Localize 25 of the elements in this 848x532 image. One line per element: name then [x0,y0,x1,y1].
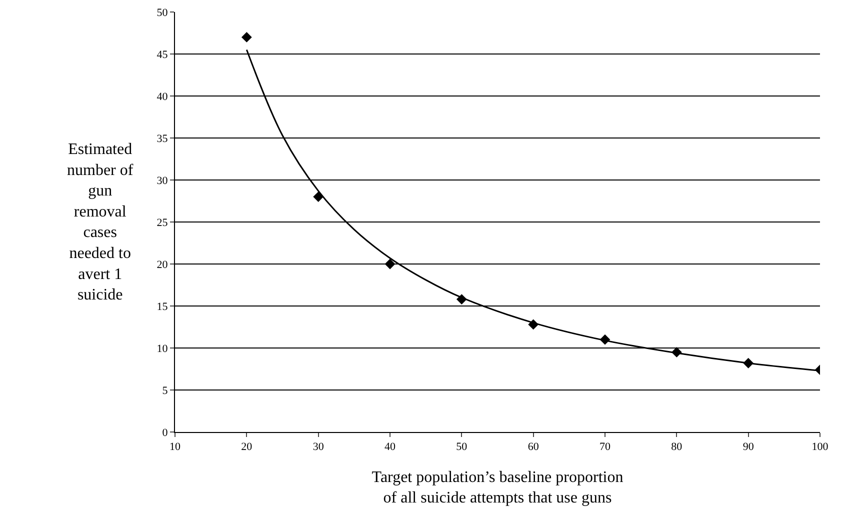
y-tick-label: 15 [156,300,168,313]
x-tick-label: 70 [600,441,611,454]
x-axis-title: Target population’s baseline proportion of all suicide attempts that use guns [372,468,624,507]
y-tick-label: 30 [156,174,168,187]
y-tick-label: 45 [156,48,168,61]
point [384,258,396,270]
y-tick-label: 20 [156,258,168,271]
y-tick-label: 40 [156,90,168,103]
x-tick-label: 100 [812,441,829,454]
x-tick-label: 60 [528,441,540,454]
x-tick-label: 40 [384,441,396,454]
point [241,32,252,42]
y-tick-label: 35 [156,132,168,145]
y-tick-label: 10 [156,342,168,355]
y-tick-label: 50 [156,6,168,19]
x-tick-label: 30 [312,441,324,454]
x-tick-label: 20 [241,441,253,454]
point [313,192,324,202]
y-tick-label: 25 [156,216,168,229]
x-tick-label: 90 [742,441,754,454]
x-tick-label: 80 [671,441,683,454]
y-tick-label: 5 [162,384,168,397]
x-tick-label: 50 [456,441,468,454]
y-tick-label: 0 [162,426,168,439]
y-axis-title: Estimated number of gun removal cases needed to avert 1 suicide [67,141,134,304]
